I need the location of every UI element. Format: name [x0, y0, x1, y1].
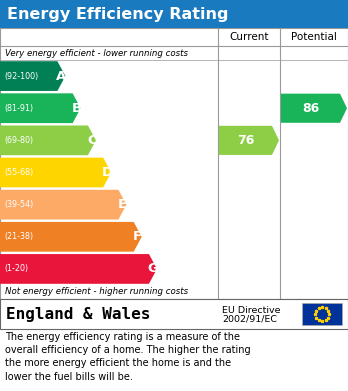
Text: (21-38): (21-38): [4, 232, 33, 241]
Text: England & Wales: England & Wales: [6, 307, 150, 321]
Polygon shape: [0, 158, 111, 187]
Text: F: F: [133, 230, 142, 243]
Text: Very energy efficient - lower running costs: Very energy efficient - lower running co…: [5, 48, 188, 57]
Text: D: D: [102, 166, 113, 179]
Polygon shape: [0, 222, 142, 252]
Text: 2002/91/EC: 2002/91/EC: [222, 314, 277, 323]
Text: B: B: [72, 102, 82, 115]
Text: Potential: Potential: [291, 32, 337, 42]
Polygon shape: [281, 93, 347, 123]
Text: (39-54): (39-54): [4, 200, 33, 209]
Bar: [0, 0, 348, 28]
Bar: [302, 303, 342, 325]
Text: EU Directive: EU Directive: [222, 306, 280, 315]
Text: A: A: [56, 70, 66, 83]
Text: (55-68): (55-68): [4, 168, 33, 177]
Text: C: C: [87, 134, 97, 147]
Text: 86: 86: [302, 102, 319, 115]
Polygon shape: [0, 93, 81, 123]
Polygon shape: [0, 61, 65, 91]
Text: Not energy efficient - higher running costs: Not energy efficient - higher running co…: [5, 287, 188, 296]
Text: (92-100): (92-100): [4, 72, 38, 81]
Text: Energy Efficiency Rating: Energy Efficiency Rating: [7, 7, 229, 22]
Polygon shape: [0, 190, 126, 219]
Polygon shape: [219, 126, 279, 155]
Text: E: E: [118, 198, 127, 211]
Text: The energy efficiency rating is a measure of the
overall efficiency of a home. T: The energy efficiency rating is a measur…: [5, 332, 251, 382]
Text: (1-20): (1-20): [4, 264, 28, 273]
Bar: [0, 28, 348, 299]
Text: (69-80): (69-80): [4, 136, 33, 145]
Bar: [0, 299, 348, 329]
Text: 76: 76: [237, 134, 254, 147]
Text: (81-91): (81-91): [4, 104, 33, 113]
Text: G: G: [148, 262, 158, 275]
Polygon shape: [0, 254, 157, 284]
Text: Current: Current: [229, 32, 269, 42]
Polygon shape: [0, 126, 96, 155]
